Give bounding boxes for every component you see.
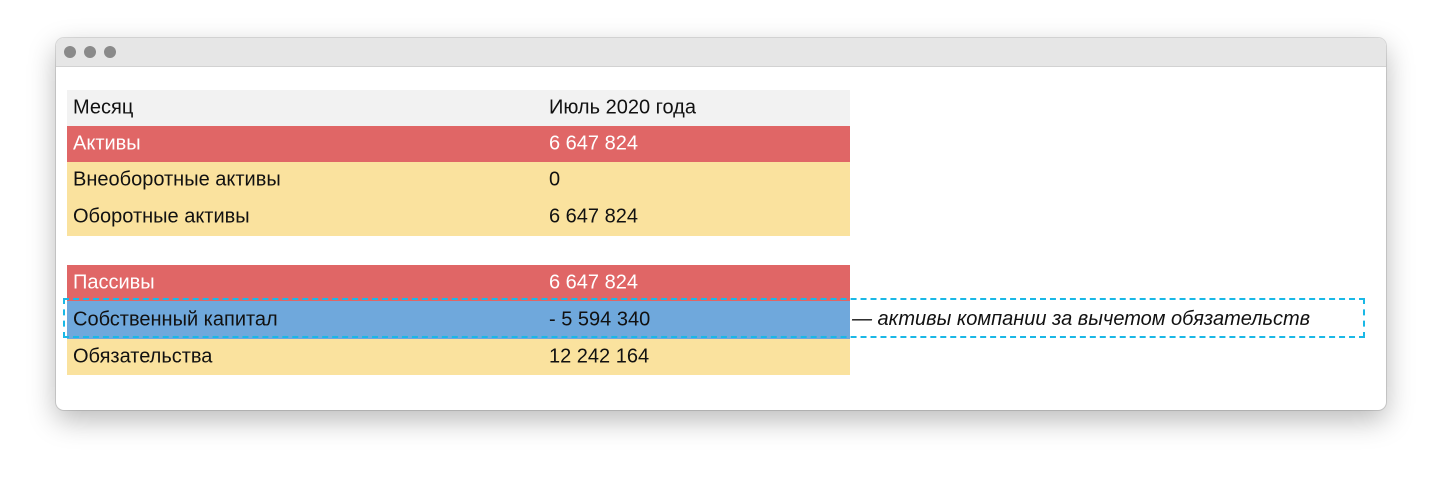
obligations-value: 12 242 164 — [549, 345, 650, 368]
table-row-non-current-assets: Внеоборотные активы 0 — [67, 162, 850, 198]
table-row-assets: Активы 6 647 824 — [67, 126, 850, 162]
equity-value: - 5 594 340 — [549, 308, 651, 331]
window-maximize-button[interactable] — [104, 46, 116, 58]
table-row-current-assets: Оборотные активы 6 647 824 — [67, 198, 850, 236]
table-row-obligations: Обязательства 12 242 164 — [67, 339, 850, 375]
liabilities-total-label: Пассивы — [73, 271, 155, 294]
window-minimize-button[interactable] — [84, 46, 96, 58]
equity-annotation: — активы компании за вычетом обязательст… — [852, 308, 1311, 330]
table-row-liabilities-total: Пассивы 6 647 824 — [67, 265, 850, 301]
obligations-label: Обязательства — [73, 345, 213, 368]
equity-label: Собственный капитал — [73, 308, 278, 331]
assets-label: Активы — [73, 132, 141, 155]
current-assets-value: 6 647 824 — [549, 205, 638, 228]
table-row-equity: Собственный капитал - 5 594 340 — [67, 301, 850, 339]
non-current-assets-value: 0 — [549, 168, 561, 191]
header-month-value: Июль 2020 года — [549, 96, 696, 119]
window-close-button[interactable] — [64, 46, 76, 58]
window-titlebar — [56, 38, 1386, 67]
app-window: Месяц Июль 2020 года Активы 6 647 824 Вн… — [56, 38, 1386, 410]
assets-value: 6 647 824 — [549, 132, 638, 155]
table-header-row: Месяц Июль 2020 года — [67, 90, 850, 126]
non-current-assets-label: Внеоборотные активы — [73, 168, 281, 191]
header-month-label: Месяц — [73, 96, 134, 119]
current-assets-label: Оборотные активы — [73, 205, 250, 228]
liabilities-total-value: 6 647 824 — [549, 271, 638, 294]
